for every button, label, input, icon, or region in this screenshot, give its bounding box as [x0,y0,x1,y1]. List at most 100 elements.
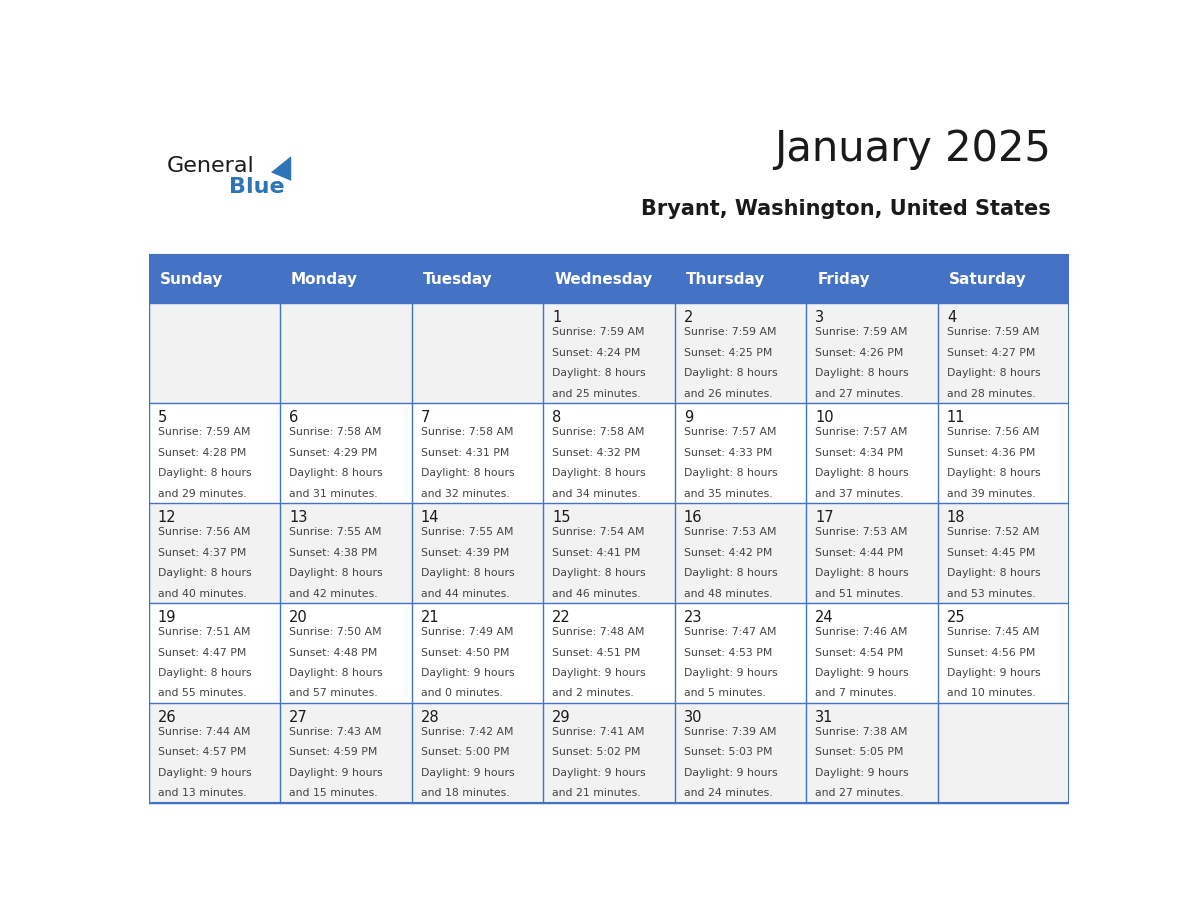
Text: Daylight: 8 hours: Daylight: 8 hours [158,568,252,578]
Text: 17: 17 [815,510,834,525]
Bar [675,303,807,403]
Text: Sunset: 4:26 PM: Sunset: 4:26 PM [815,348,904,358]
Text: Friday: Friday [817,272,870,286]
Text: 5: 5 [158,410,168,425]
Text: 18: 18 [947,510,966,525]
Text: Sunset: 4:42 PM: Sunset: 4:42 PM [684,547,772,557]
Text: and 28 minutes.: and 28 minutes. [947,388,1036,398]
Text: 22: 22 [552,610,571,625]
Text: Daylight: 8 hours: Daylight: 8 hours [158,668,252,678]
Text: Daylight: 9 hours: Daylight: 9 hours [552,668,646,678]
Text: and 26 minutes.: and 26 minutes. [684,388,772,398]
Text: Sunrise: 7:48 AM: Sunrise: 7:48 AM [552,627,645,637]
Bar [807,603,937,703]
Text: 3: 3 [815,310,824,325]
Text: Daylight: 8 hours: Daylight: 8 hours [947,468,1041,478]
Text: Sunset: 4:50 PM: Sunset: 4:50 PM [421,647,510,657]
Text: Daylight: 8 hours: Daylight: 8 hours [552,368,646,378]
Text: Daylight: 8 hours: Daylight: 8 hours [684,468,777,478]
Text: 20: 20 [289,610,308,625]
Text: Sunset: 5:05 PM: Sunset: 5:05 PM [815,747,904,757]
Text: Sunrise: 7:59 AM: Sunrise: 7:59 AM [947,327,1040,337]
Text: 27: 27 [289,710,308,725]
Text: Sunrise: 7:56 AM: Sunrise: 7:56 AM [947,427,1040,437]
Text: Sunrise: 7:47 AM: Sunrise: 7:47 AM [684,627,776,637]
Text: 26: 26 [158,710,176,725]
Text: Sunset: 4:45 PM: Sunset: 4:45 PM [947,547,1035,557]
Text: Sunset: 4:47 PM: Sunset: 4:47 PM [158,647,246,657]
Text: Sunset: 4:51 PM: Sunset: 4:51 PM [552,647,640,657]
Text: Sunrise: 7:41 AM: Sunrise: 7:41 AM [552,727,645,737]
Bar [280,403,411,503]
Text: 7: 7 [421,410,430,425]
Text: Daylight: 9 hours: Daylight: 9 hours [289,768,383,778]
Text: Daylight: 8 hours: Daylight: 8 hours [815,368,909,378]
Text: Sunset: 4:38 PM: Sunset: 4:38 PM [289,547,378,557]
Bar [543,603,675,703]
Text: Sunset: 4:32 PM: Sunset: 4:32 PM [552,448,640,457]
Text: and 0 minutes.: and 0 minutes. [421,688,503,699]
Text: and 27 minutes.: and 27 minutes. [815,388,904,398]
Text: and 48 minutes.: and 48 minutes. [684,588,772,599]
Text: Sunrise: 7:50 AM: Sunrise: 7:50 AM [289,627,381,637]
Text: Daylight: 8 hours: Daylight: 8 hours [947,568,1041,578]
Bar [148,255,1069,303]
Text: and 10 minutes.: and 10 minutes. [947,688,1036,699]
Text: Thursday: Thursday [685,272,765,286]
Text: Sunset: 5:02 PM: Sunset: 5:02 PM [552,747,640,757]
Bar [543,703,675,803]
Text: Sunrise: 7:57 AM: Sunrise: 7:57 AM [684,427,776,437]
Text: and 34 minutes.: and 34 minutes. [552,488,640,498]
Text: Sunrise: 7:45 AM: Sunrise: 7:45 AM [947,627,1040,637]
Text: Sunset: 4:27 PM: Sunset: 4:27 PM [947,348,1035,358]
Text: Sunrise: 7:39 AM: Sunrise: 7:39 AM [684,727,776,737]
Bar [807,403,937,503]
Text: 29: 29 [552,710,571,725]
Text: Sunrise: 7:58 AM: Sunrise: 7:58 AM [552,427,645,437]
Text: 8: 8 [552,410,562,425]
Bar [937,303,1069,403]
Bar [148,503,280,603]
Text: and 37 minutes.: and 37 minutes. [815,488,904,498]
Text: 24: 24 [815,610,834,625]
Bar [937,403,1069,503]
Text: and 31 minutes.: and 31 minutes. [289,488,378,498]
Bar [148,703,280,803]
Text: Sunrise: 7:59 AM: Sunrise: 7:59 AM [684,327,776,337]
Text: Sunrise: 7:51 AM: Sunrise: 7:51 AM [158,627,251,637]
Text: and 29 minutes.: and 29 minutes. [158,488,246,498]
Text: Sunset: 4:29 PM: Sunset: 4:29 PM [289,448,378,457]
Text: Sunrise: 7:55 AM: Sunrise: 7:55 AM [421,527,513,537]
Text: Daylight: 9 hours: Daylight: 9 hours [158,768,252,778]
Text: Daylight: 9 hours: Daylight: 9 hours [947,668,1041,678]
Text: Daylight: 9 hours: Daylight: 9 hours [552,768,646,778]
Bar [807,303,937,403]
Text: January 2025: January 2025 [773,128,1051,170]
Text: and 40 minutes.: and 40 minutes. [158,588,246,599]
Text: 6: 6 [289,410,298,425]
Text: Daylight: 9 hours: Daylight: 9 hours [815,768,909,778]
Bar [411,403,543,503]
Bar [411,303,543,403]
Bar [148,255,1069,803]
Text: 31: 31 [815,710,834,725]
Text: 16: 16 [684,510,702,525]
Text: and 42 minutes.: and 42 minutes. [289,588,378,599]
Text: and 53 minutes.: and 53 minutes. [947,588,1036,599]
Text: and 25 minutes.: and 25 minutes. [552,388,640,398]
Text: 10: 10 [815,410,834,425]
Bar [280,703,411,803]
Text: Sunrise: 7:54 AM: Sunrise: 7:54 AM [552,527,645,537]
Text: General: General [166,156,254,176]
Text: 30: 30 [684,710,702,725]
Text: Tuesday: Tuesday [423,272,492,286]
Text: Daylight: 8 hours: Daylight: 8 hours [552,568,646,578]
Bar [937,703,1069,803]
Text: Sunrise: 7:59 AM: Sunrise: 7:59 AM [158,427,251,437]
Bar [937,503,1069,603]
Text: Daylight: 8 hours: Daylight: 8 hours [421,468,514,478]
Text: Blue: Blue [228,177,284,197]
Bar [148,403,280,503]
Text: Daylight: 8 hours: Daylight: 8 hours [421,568,514,578]
Polygon shape [271,156,291,181]
